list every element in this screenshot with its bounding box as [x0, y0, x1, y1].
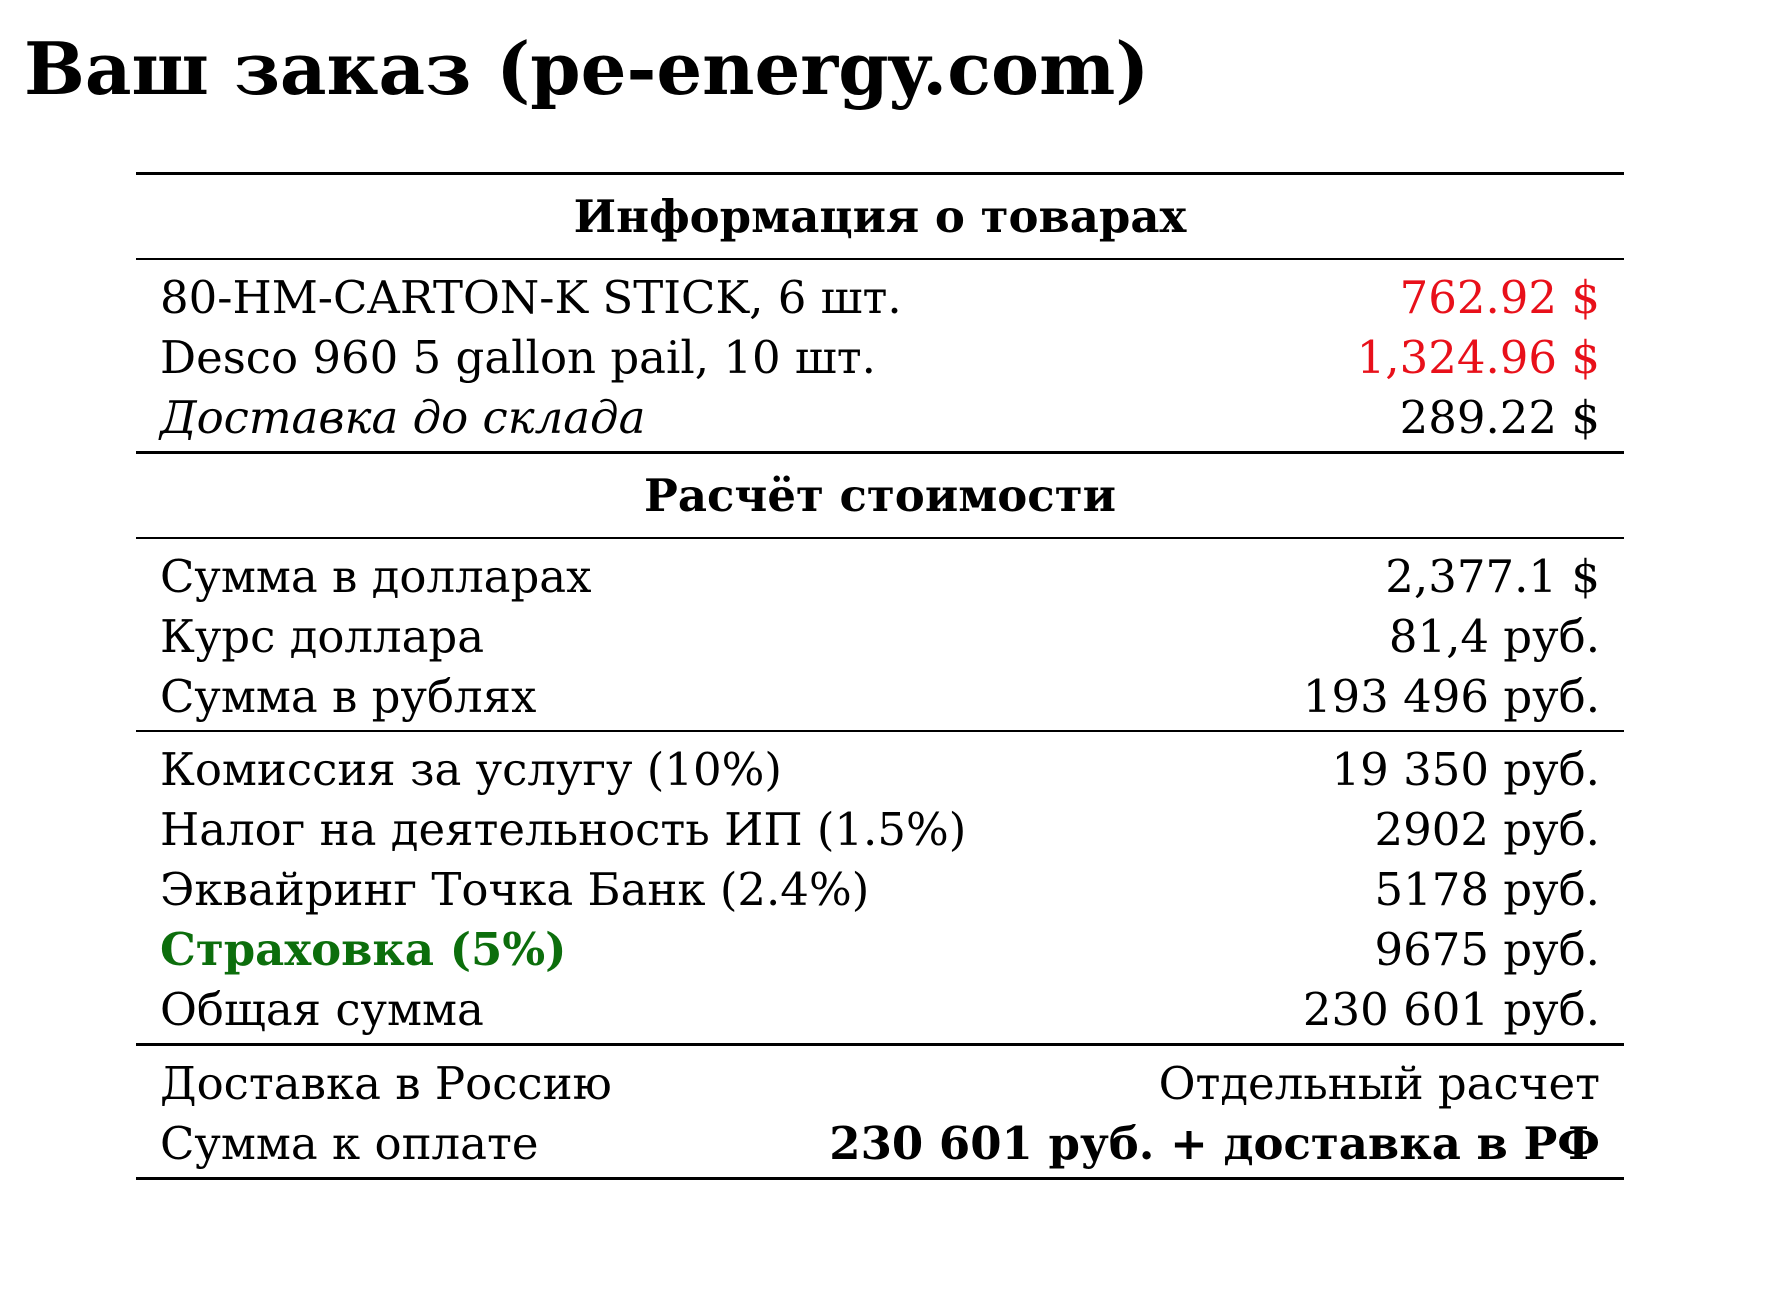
service-fee-value: 19 350 руб. — [1331, 742, 1600, 796]
page-title: Ваш заказ (pe-energy.com) — [24, 26, 1150, 111]
tax-value: 2902 руб. — [1374, 802, 1600, 856]
russia-delivery-row: Доставка в Россию Отдельный расчет — [136, 1053, 1624, 1113]
usd-total-value: 2,377.1 $ — [1385, 549, 1600, 603]
exchange-rate-value: 81,4 руб. — [1388, 609, 1600, 663]
acquiring-row: Эквайринг Точка Банк (2.4%) 5178 руб. — [136, 859, 1624, 919]
rub-total-value: 193 496 руб. — [1302, 669, 1600, 723]
product-row: Desco 960 5 gallon pail, 10 шт. 1,324.96… — [136, 327, 1624, 387]
rub-total-row: Сумма в рублях 193 496 руб. — [136, 666, 1624, 726]
products-section-rule — [136, 451, 1624, 454]
russia-delivery-value: Отдельный расчет — [1158, 1056, 1600, 1110]
calculation-header-rule — [136, 537, 1624, 539]
grand-total-value: 230 601 руб. — [1302, 982, 1600, 1036]
conversion-list: Сумма в долларах 2,377.1 $ Курс доллара … — [136, 539, 1624, 730]
amount-due-row: Сумма к оплате 230 601 руб. + доставка в… — [136, 1113, 1624, 1173]
product-price: 1,324.96 $ — [1356, 330, 1600, 384]
service-fee-row: Комиссия за услугу (10%) 19 350 руб. — [136, 739, 1624, 799]
insurance-label: Страховка (5%) — [160, 922, 567, 976]
rub-total-label: Сумма в рублях — [160, 669, 537, 723]
fees-list: Комиссия за услугу (10%) 19 350 руб. Нал… — [136, 732, 1624, 1043]
calculation-section-header: Расчёт стоимости — [644, 469, 1116, 522]
exchange-rate-row: Курс доллара 81,4 руб. — [136, 606, 1624, 666]
table-rule-top — [136, 172, 1624, 175]
product-row: 80-HM-CARTON-K STICK, 6 шт. 762.92 $ — [136, 267, 1624, 327]
tax-label: Налог на деятельность ИП (1.5%) — [160, 802, 967, 856]
acquiring-value: 5178 руб. — [1374, 862, 1600, 916]
exchange-rate-label: Курс доллара — [160, 609, 485, 663]
final-list: Доставка в Россию Отдельный расчет Сумма… — [136, 1046, 1624, 1177]
usd-total-label: Сумма в долларах — [160, 549, 592, 603]
product-price: 762.92 $ — [1399, 270, 1600, 324]
products-list: 80-HM-CARTON-K STICK, 6 шт. 762.92 $ Des… — [136, 260, 1624, 451]
russia-delivery-label: Доставка в Россию — [160, 1056, 612, 1110]
table-rule-bottom — [136, 1177, 1624, 1180]
tax-row: Налог на деятельность ИП (1.5%) 2902 руб… — [136, 799, 1624, 859]
products-section-header: Информация о товарах — [573, 190, 1187, 243]
insurance-row: Страховка (5%) 9675 руб. — [136, 919, 1624, 979]
products-header-rule — [136, 258, 1624, 260]
acquiring-label: Эквайринг Точка Банк (2.4%) — [160, 862, 870, 916]
order-table: Информация о товарах 80-HM-CARTON-K STIC… — [136, 172, 1624, 1180]
warehouse-delivery-price: 289.22 $ — [1399, 390, 1600, 444]
warehouse-delivery-row: Доставка до склада 289.22 $ — [136, 387, 1624, 447]
grand-total-row: Общая сумма 230 601 руб. — [136, 979, 1624, 1039]
usd-total-row: Сумма в долларах 2,377.1 $ — [136, 546, 1624, 606]
grand-total-label: Общая сумма — [160, 982, 484, 1036]
amount-due-label: Сумма к оплате — [160, 1116, 539, 1170]
service-fee-label: Комиссия за услугу (10%) — [160, 742, 782, 796]
insurance-value: 9675 руб. — [1374, 922, 1600, 976]
product-name: Desco 960 5 gallon pail, 10 шт. — [160, 330, 876, 384]
conversion-rule — [136, 730, 1624, 732]
warehouse-delivery-label: Доставка до склада — [160, 390, 646, 444]
amount-due-value: 230 601 руб. + доставка в РФ — [829, 1116, 1600, 1170]
fees-rule — [136, 1043, 1624, 1046]
product-name: 80-HM-CARTON-K STICK, 6 шт. — [160, 270, 902, 324]
